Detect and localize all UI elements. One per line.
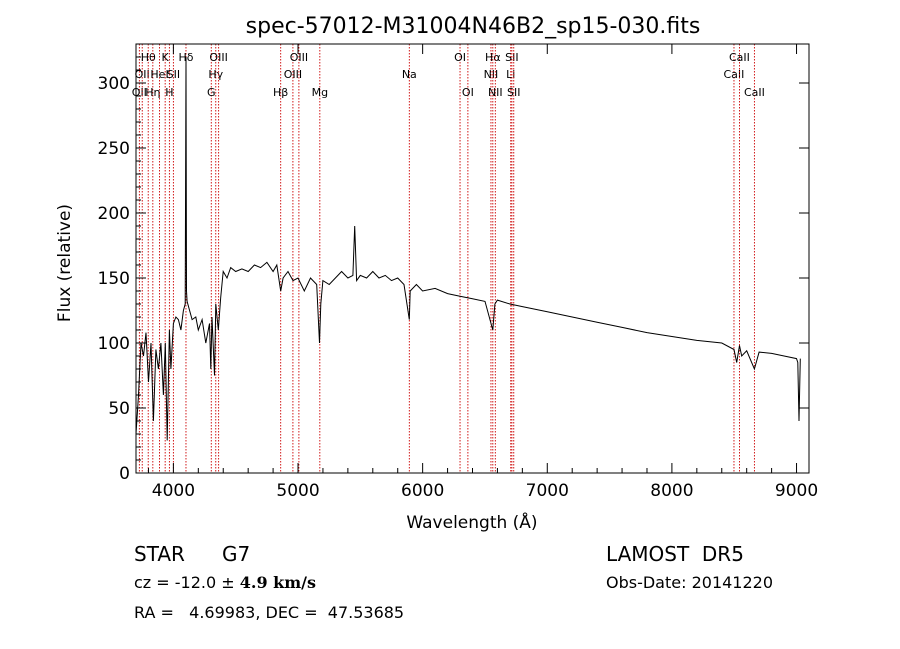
line-marker-label: Hα	[485, 51, 501, 64]
spectral-subclass: G7	[222, 542, 251, 566]
x-tick-label: 4000	[152, 481, 195, 501]
line-marker-label: OI	[454, 51, 466, 64]
y-tick-label: 300	[98, 74, 130, 94]
line-marker-label: Hθ	[141, 51, 156, 64]
line-marker-label: HeI	[150, 68, 168, 81]
plot-frame	[135, 43, 810, 474]
y-tick-label: 200	[98, 204, 130, 224]
y-tick-label: 250	[98, 139, 130, 159]
y-tick-label: 100	[98, 334, 130, 354]
line-marker-label: Na	[402, 68, 417, 81]
y-axis-label: Flux (relative)	[55, 204, 75, 322]
x-tick-label: 9000	[775, 481, 818, 501]
line-marker-label: G	[207, 86, 216, 99]
spectral-line-markers: OIIOIIHθHηHeIKHSIIHδGHγOIIIHβOIIIOIIIMgN…	[132, 44, 765, 473]
line-marker-label: H	[165, 86, 173, 99]
line-marker-label: Li	[506, 68, 515, 81]
line-marker-label: Hη	[145, 86, 160, 99]
line-marker-label: K	[162, 51, 170, 64]
coordinates: RA = 4.69983, DEC = 47.53685	[134, 603, 405, 622]
obs-date: Obs-Date: 20141220	[606, 573, 774, 592]
line-marker-label: SII	[167, 68, 180, 81]
survey-name: LAMOST DR5	[606, 542, 744, 566]
line-marker-label: Hβ	[273, 86, 288, 99]
line-marker-label: OI	[462, 86, 474, 99]
line-marker-label: Mg	[312, 86, 328, 99]
line-marker-label: NII	[484, 68, 499, 81]
x-tick-label: 8000	[650, 481, 693, 501]
y-tick-label: 0	[119, 464, 130, 484]
line-marker-label: OIII	[290, 51, 308, 64]
line-marker-label: OIII	[284, 68, 302, 81]
x-tick-label: 6000	[401, 481, 444, 501]
line-marker-label: SII	[505, 51, 518, 64]
x-tick-label: 5000	[276, 481, 319, 501]
chart-title: spec-57012-M31004N46B2_sp15-030.fits	[246, 14, 701, 39]
line-marker-label: CaII	[729, 51, 750, 64]
line-marker-label: OIII	[209, 51, 227, 64]
cz-value: cz = -12.0 ±	[134, 573, 240, 592]
y-tick-label: 150	[98, 269, 130, 289]
object-type: STAR	[134, 542, 185, 566]
redshift-line: cz = -12.0 ± 4.9 km/s	[134, 573, 316, 592]
line-marker-label: CaII	[744, 86, 765, 99]
x-tick-label: 7000	[526, 481, 569, 501]
y-axis: 0 50 100 150 200 250 300	[98, 56, 809, 484]
spectrum-line	[135, 56, 801, 441]
line-marker-label: NII	[488, 86, 503, 99]
line-marker-label: OII	[135, 68, 150, 81]
x-axis: 4000 5000 6000 7000 8000 9000	[147, 44, 818, 501]
cz-error: 4.9 km/s	[239, 573, 317, 592]
x-axis-label: Wavelength (Å)	[406, 511, 537, 533]
line-marker-label: SII	[507, 86, 520, 99]
line-marker-label: Hγ	[208, 68, 223, 81]
y-tick-label: 50	[108, 399, 130, 419]
line-marker-label: CaII	[724, 68, 745, 81]
